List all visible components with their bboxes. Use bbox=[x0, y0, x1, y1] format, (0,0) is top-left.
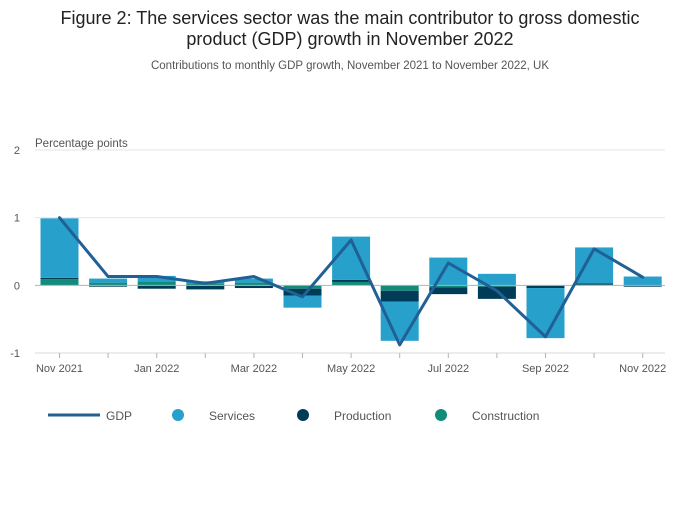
x-tick-label: Jan 2022 bbox=[134, 363, 179, 375]
legend-dot-marker bbox=[297, 409, 309, 421]
bar-services bbox=[89, 278, 128, 283]
bar-services bbox=[283, 295, 322, 308]
bar-services bbox=[575, 247, 614, 284]
x-tick-label: Sep 2022 bbox=[522, 363, 569, 375]
chart-subtitle: Contributions to monthly GDP growth, Nov… bbox=[151, 60, 549, 72]
bar-construction bbox=[380, 285, 419, 291]
gdp-line bbox=[58, 216, 645, 347]
bar-production bbox=[89, 285, 128, 287]
bar-construction bbox=[89, 282, 128, 286]
legend-label: GDP bbox=[106, 409, 132, 423]
x-tick-label: Jul 2022 bbox=[428, 363, 470, 375]
bar-construction bbox=[283, 285, 322, 289]
bar-construction bbox=[40, 279, 79, 286]
bar-services bbox=[332, 236, 371, 280]
x-tick-label: Nov 2021 bbox=[36, 363, 83, 375]
bar-production bbox=[526, 286, 565, 289]
y-axis-ticks: 2 1 0 -1 bbox=[10, 145, 20, 360]
bar-production bbox=[234, 285, 273, 289]
bar-production bbox=[40, 277, 79, 280]
chart-title-line-1: Figure 2: The services sector was the ma… bbox=[61, 8, 640, 28]
bar-production bbox=[137, 285, 176, 289]
y-axis-label: Percentage points bbox=[35, 138, 128, 150]
bar-services bbox=[234, 278, 273, 283]
bar-construction bbox=[429, 285, 468, 288]
legend-dot-marker bbox=[435, 409, 447, 421]
legend-label: Construction bbox=[472, 409, 539, 423]
bar-production bbox=[283, 288, 322, 296]
x-axis: Nov 2021 Jan 2022 Mar 2022 May 2022 Jul 2022… bbox=[35, 352, 666, 375]
bar-construction bbox=[332, 281, 371, 286]
bar-services bbox=[40, 218, 79, 278]
x-tick-label: Mar 2022 bbox=[231, 363, 277, 375]
bar-production bbox=[623, 285, 662, 287]
bar-construction bbox=[234, 282, 273, 286]
y-tick-label: -1 bbox=[10, 348, 20, 360]
bar-production bbox=[575, 283, 614, 285]
bar-services bbox=[137, 275, 176, 282]
x-tick-label: Nov 2022 bbox=[619, 363, 666, 375]
bar-services bbox=[477, 273, 516, 286]
bar-services bbox=[623, 276, 662, 286]
bar-construction bbox=[137, 281, 176, 286]
y-tick-label: 1 bbox=[14, 213, 20, 225]
bar-production bbox=[186, 285, 225, 290]
legend-dot-marker bbox=[172, 409, 184, 421]
bar-series bbox=[40, 218, 662, 341]
bar-production bbox=[429, 287, 468, 295]
legend-label: Services bbox=[209, 409, 255, 423]
y-tick-label: 2 bbox=[14, 145, 20, 157]
x-tick-label: May 2022 bbox=[327, 363, 375, 375]
legend: GDP Services Production Construction bbox=[48, 409, 539, 423]
legend-label: Production bbox=[334, 409, 391, 423]
gdp-line-series bbox=[58, 216, 645, 347]
bar-production bbox=[380, 290, 419, 302]
y-tick-label: 0 bbox=[14, 280, 20, 292]
bar-production bbox=[332, 279, 371, 282]
chart-title-line-2: product (GDP) growth in November 2022 bbox=[186, 29, 513, 49]
bar-construction bbox=[477, 285, 516, 287]
